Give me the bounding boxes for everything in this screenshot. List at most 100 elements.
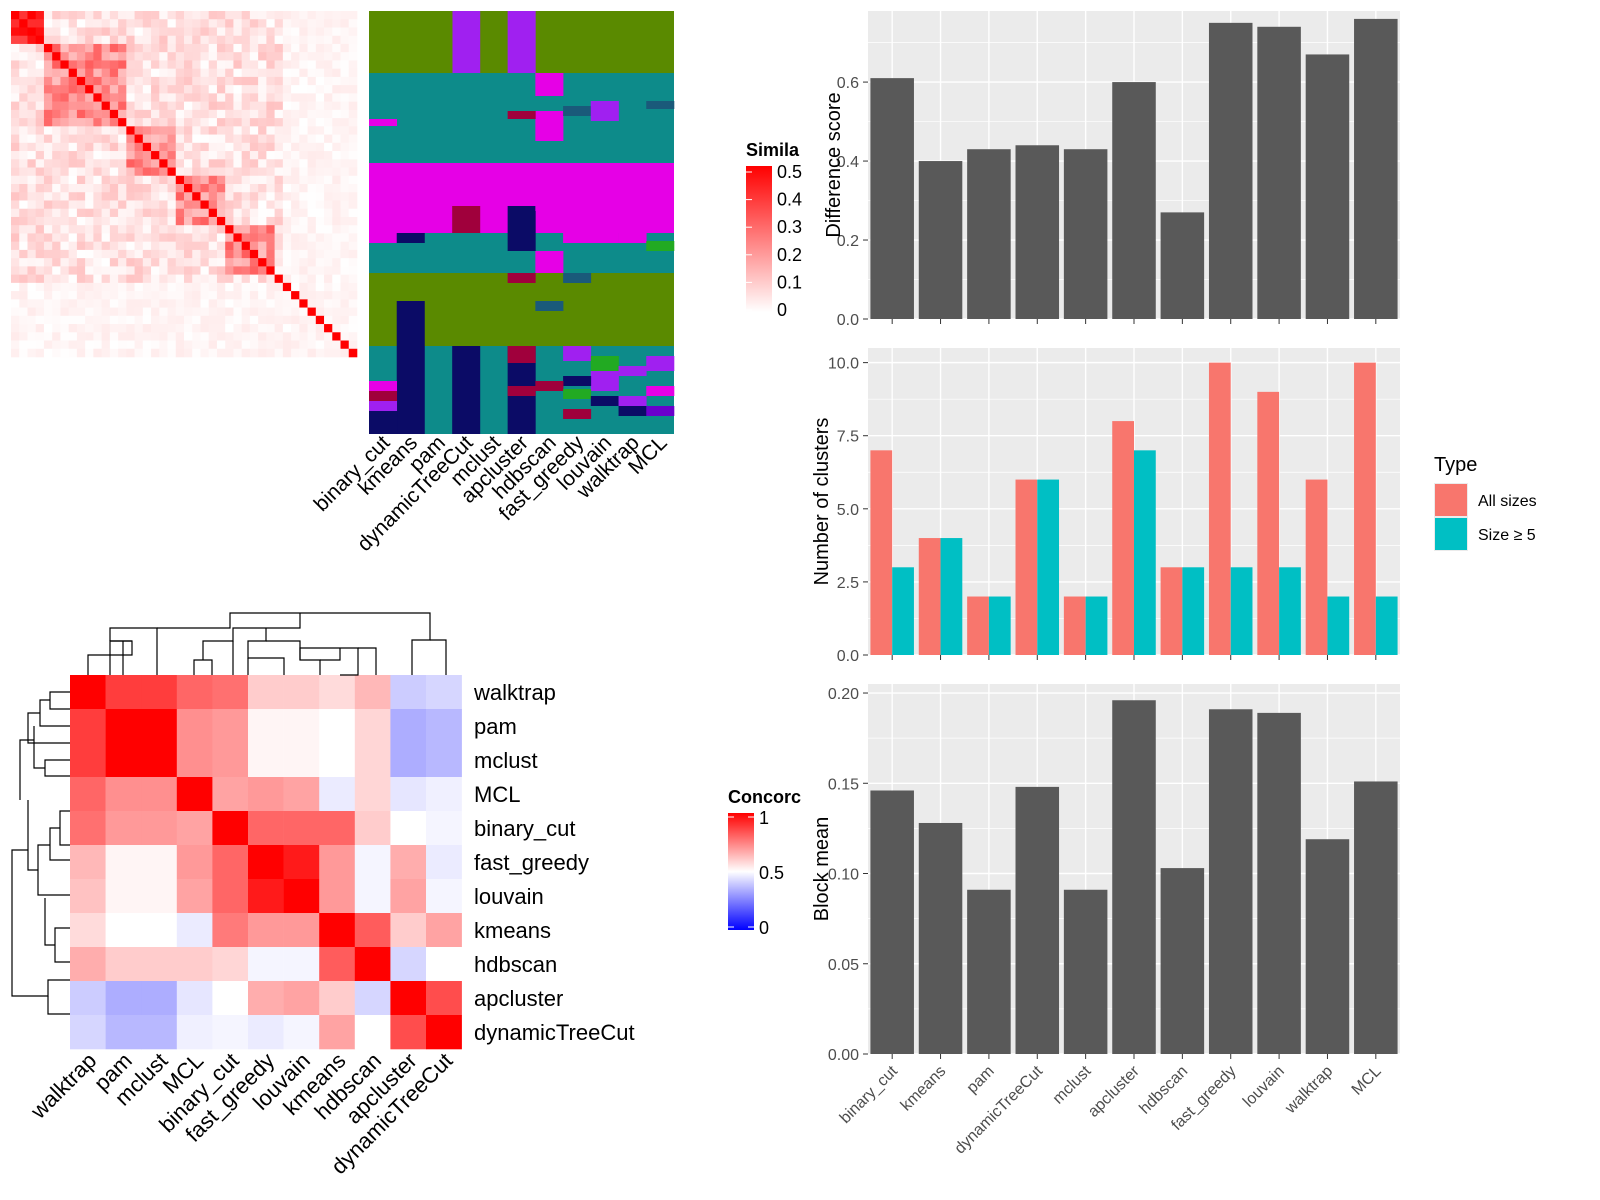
similarity-cell xyxy=(68,134,78,144)
similarity-cell xyxy=(19,43,28,53)
similarity-cell xyxy=(109,274,119,284)
similarity-cell xyxy=(101,274,111,284)
similarity-cell xyxy=(258,118,267,127)
similarity-cell xyxy=(225,159,234,168)
similarity-cell xyxy=(159,282,168,292)
similarity-cell xyxy=(348,184,358,193)
similarity-cell xyxy=(266,340,275,350)
similarity-cell xyxy=(307,291,317,300)
dendrogram-branch xyxy=(19,739,34,800)
similarity-cell xyxy=(109,233,119,242)
similarity-cell xyxy=(249,11,259,20)
bar xyxy=(1037,479,1060,655)
similarity-cell xyxy=(282,151,292,160)
similarity-cell xyxy=(266,266,275,275)
similarity-cell xyxy=(200,60,210,69)
similarity-cell xyxy=(19,142,28,152)
similarity-cell xyxy=(324,348,333,358)
similarity-cell xyxy=(126,93,135,102)
similarity-cell xyxy=(266,324,275,333)
similarity-cell xyxy=(43,43,53,53)
similarity-cell xyxy=(274,225,284,234)
similarity-cell xyxy=(93,43,102,53)
similarity-cell xyxy=(307,19,317,28)
similarity-cell xyxy=(274,151,284,160)
similarity-cell xyxy=(216,175,226,185)
similarity-cell xyxy=(11,208,20,218)
similarity-cell xyxy=(332,85,341,94)
concordance-cell xyxy=(105,743,142,778)
similarity-cell xyxy=(43,192,53,201)
concordance-cell xyxy=(70,709,106,744)
similarity-cell xyxy=(233,291,242,300)
similarity-cell xyxy=(332,109,341,119)
similarity-cell xyxy=(258,282,267,292)
concordance-cell xyxy=(319,811,356,846)
similarity-cell xyxy=(151,126,160,135)
similarity-cell xyxy=(241,200,251,210)
similarity-cell xyxy=(43,151,53,160)
similarity-cell xyxy=(167,142,177,152)
similarity-cell xyxy=(208,134,218,144)
similarity-cell xyxy=(109,348,119,358)
similarity-cell xyxy=(109,225,119,234)
similarity-cell xyxy=(208,307,218,317)
similarity-cell xyxy=(241,19,251,28)
similarity-cell xyxy=(118,200,127,210)
similarity-cell xyxy=(118,85,127,94)
similarity-cell xyxy=(118,109,127,119)
similarity-cell xyxy=(307,200,317,210)
similarity-cell xyxy=(76,159,86,168)
dendrogram-branch xyxy=(37,844,70,896)
similarity-cell xyxy=(68,324,78,333)
similarity-cell xyxy=(126,307,135,317)
similarity-cell xyxy=(208,324,218,333)
similarity-cell xyxy=(109,282,119,292)
similarity-cell xyxy=(101,85,111,94)
similarity-cell xyxy=(126,27,135,37)
similarity-cell xyxy=(76,291,86,300)
similarity-cell xyxy=(200,200,210,210)
similarity-cell xyxy=(258,167,267,177)
similarity-cell xyxy=(274,142,284,152)
similarity-cell xyxy=(93,241,102,251)
similarity-cell xyxy=(299,299,308,308)
concordance-cell xyxy=(390,709,427,744)
concordance-cell xyxy=(283,743,320,778)
similarity-cell xyxy=(167,109,177,119)
similarity-cell xyxy=(282,118,292,127)
similarity-cell xyxy=(332,134,341,144)
similarity-cell xyxy=(241,208,251,218)
similarity-cell xyxy=(68,348,78,358)
similarity-cell xyxy=(291,266,300,275)
similarity-cell xyxy=(348,340,358,350)
similarity-legend-title: Simila xyxy=(746,140,800,160)
similarity-cell xyxy=(348,101,358,111)
similarity-cell xyxy=(101,307,111,317)
similarity-cell xyxy=(175,348,185,358)
similarity-cell xyxy=(52,266,61,275)
similarity-cell xyxy=(348,134,358,144)
similarity-cell xyxy=(340,11,350,20)
similarity-cell xyxy=(101,200,111,210)
similarity-cell xyxy=(35,35,45,45)
similarity-cell xyxy=(151,192,160,201)
similarity-cell xyxy=(11,93,20,102)
similarity-cell xyxy=(167,11,177,20)
similarity-cell xyxy=(76,27,86,37)
similarity-cell xyxy=(60,192,69,201)
similarity-cell xyxy=(225,126,234,135)
dendrogram-branch xyxy=(109,627,158,675)
similarity-cell xyxy=(233,307,242,317)
similarity-cell xyxy=(324,249,333,259)
similarity-cell xyxy=(43,315,53,325)
similarity-cell xyxy=(159,109,168,119)
similarity-cell xyxy=(258,109,267,119)
concordance-cell xyxy=(212,1015,249,1050)
concordance-cell xyxy=(283,879,320,914)
similarity-cell xyxy=(348,167,358,177)
similarity-cell xyxy=(52,52,61,61)
concordance-cell xyxy=(105,947,142,982)
type-legend-title: Type xyxy=(1434,454,1477,476)
similarity-cell xyxy=(142,85,152,94)
